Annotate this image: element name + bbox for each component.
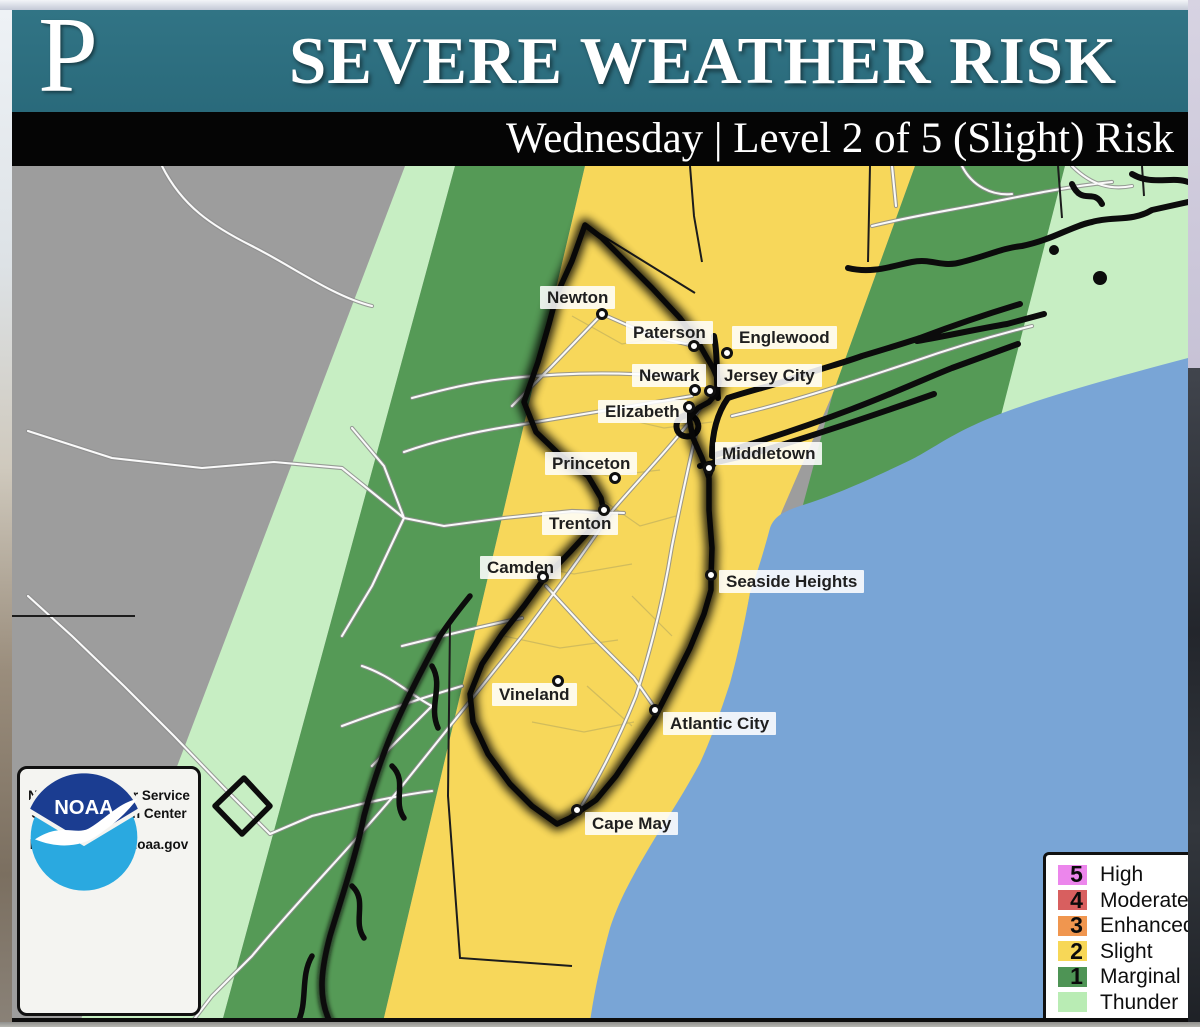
city-label-jersey-city: Jersey City	[717, 364, 822, 387]
legend-swatch-marginal	[1058, 966, 1087, 987]
city-dot-trenton	[598, 504, 610, 516]
legend-swatch-enhanced	[1058, 915, 1087, 936]
legend-label: Thunder	[1100, 990, 1179, 1014]
legend-number: 3	[1070, 912, 1083, 938]
photo-edge-bottom	[0, 1022, 1200, 1027]
risk-day-and-level: Wednesday | Level 2 of 5 (Slight) Risk	[506, 115, 1174, 162]
city-dot-seaside-heights	[705, 569, 717, 581]
legend-number: 5	[1070, 861, 1083, 887]
city-dot-vineland	[552, 675, 564, 687]
city-dot-camden	[537, 571, 549, 583]
legend-number: 1	[1070, 963, 1083, 989]
legend-number: 2	[1070, 937, 1083, 964]
page-title: SEVERE WEATHER RISK	[288, 23, 1118, 98]
city-label-newton: Newton	[540, 286, 616, 309]
legend-swatch-high	[1058, 864, 1087, 885]
legend-row-thunder: Thunder	[1054, 990, 1186, 1016]
risk-map: Newton Paterson Englewood Newark Jersey City…	[12, 166, 1188, 1022]
legend-swatch-thunder	[1058, 992, 1087, 1013]
city-label-englewood: Englewood	[732, 326, 837, 349]
legend-row-high: 5 High	[1054, 862, 1186, 888]
city-dot-paterson	[688, 340, 700, 352]
legend-row-marginal: 1 Marginal	[1054, 964, 1186, 990]
city-label-elizabeth: Elizabeth	[598, 400, 687, 423]
header-banner: P SEVERE WEATHER RISK	[12, 0, 1188, 115]
noaa-credit-box: NOAA National Weather Service Storm Pred…	[17, 766, 201, 1016]
city-dot-cape-may	[571, 804, 583, 816]
legend-row-enhanced: 3 Enhanced	[1054, 912, 1188, 939]
city-dot-newton	[596, 308, 608, 320]
city-label-paterson: Paterson	[626, 321, 713, 344]
city-label-cape-may: Cape May	[585, 812, 679, 835]
county-lines	[503, 315, 713, 733]
city-dot-princeton	[609, 472, 621, 484]
legend-label: Enhanced	[1100, 914, 1188, 938]
legend-row-slight: 2 Slight	[1054, 937, 1186, 965]
noaa-logo: NOAA	[24, 769, 144, 891]
sub-banner: Wednesday | Level 2 of 5 (Slight) Risk	[12, 112, 1188, 166]
city-dot-englewood	[721, 347, 733, 359]
city-label-newark: Newark	[632, 364, 707, 387]
city-label-princeton: Princeton	[545, 452, 638, 475]
city-dot-jersey-city	[704, 385, 716, 397]
legend-row-moderate: 4 Moderate	[1054, 886, 1188, 914]
city-label-trenton: Trenton	[542, 512, 619, 535]
city-dot-newark	[689, 384, 701, 396]
photo-edge-top	[0, 0, 1200, 10]
region-ocean	[590, 358, 1188, 1018]
city-dot-atlantic-city	[649, 704, 661, 716]
noaa-acronym: NOAA	[54, 797, 114, 819]
city-label-atlantic-city: Atlantic City	[663, 712, 777, 735]
legend-swatch-slight	[1058, 941, 1087, 962]
city-label-middletown: Middletown	[715, 442, 823, 465]
city-label-seaside-heights: Seaside Heights	[719, 570, 865, 593]
city-dot-middletown	[703, 462, 715, 474]
state-boundaries	[12, 166, 1145, 967]
legend-swatch-moderate	[1058, 890, 1087, 911]
legend-number: 4	[1070, 886, 1083, 913]
photo-edge-right-upper	[1188, 0, 1200, 368]
city-label-vineland: Vineland	[492, 683, 577, 706]
legend-label: Moderate	[1100, 888, 1188, 912]
legend-label: Marginal	[1100, 965, 1181, 989]
city-dot-elizabeth	[683, 401, 695, 413]
photo-edge-right-lower	[1188, 368, 1200, 1027]
legend-label: Slight	[1100, 939, 1153, 963]
press-logo: P	[38, 0, 99, 115]
risk-legend: 5 High 4 Moderate 3 Enhanced 2 Slight 1 Marginal T…	[1043, 852, 1188, 1018]
photo-edge-left	[0, 10, 12, 1027]
legend-label: High	[1100, 863, 1144, 887]
